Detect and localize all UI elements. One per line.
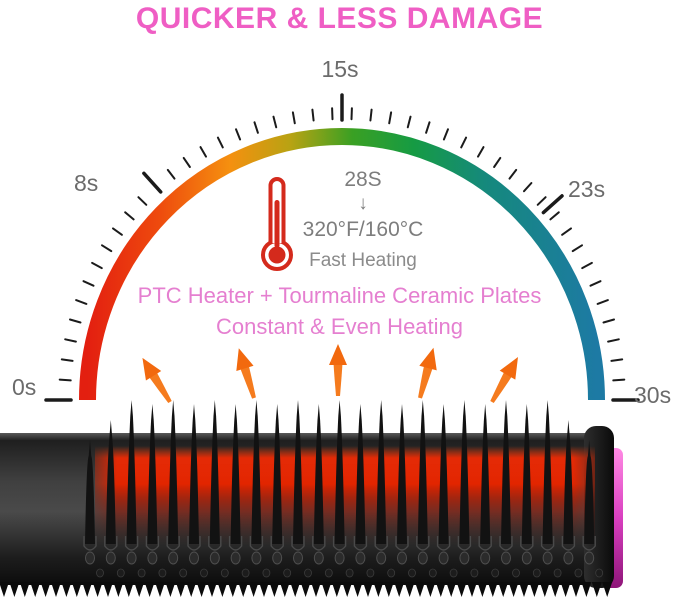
- gauge-label-8s: 8s: [74, 170, 99, 196]
- gauge-label-15s: 15s: [321, 56, 359, 82]
- heat-flow-arrows-icon: [142, 344, 518, 404]
- thermometer-icon: [261, 177, 293, 271]
- heating-annotation: 28S ↓ 320°F/160°C Fast Heating: [283, 168, 443, 272]
- gauge-arc: [79, 128, 605, 401]
- brush-texture: [0, 536, 613, 597]
- gauge-label-23s: 23s: [568, 176, 606, 202]
- timer-gauge: [44, 93, 640, 402]
- feature-text: PTC Heater + Tourmaline Ceramic Plates C…: [0, 283, 679, 340]
- down-arrow-glyph: ↓: [358, 193, 368, 214]
- brush-bristles: [85, 400, 595, 544]
- page-title: QUICKER & LESS DAMAGE: [135, 2, 544, 35]
- feature-line-1: PTC Heater + Tourmaline Ceramic Plates: [137, 283, 542, 308]
- feature-line-2: Constant & Even Heating: [215, 314, 464, 339]
- heat-temperature: 320°F/160°C: [302, 218, 424, 241]
- gauge-label-0s: 0s: [12, 374, 37, 400]
- heat-time: 28S: [344, 168, 382, 191]
- heating-glow: [95, 446, 595, 546]
- gauge-ticks: [44, 93, 640, 402]
- straightening-brush-illustration: [0, 400, 623, 597]
- heat-caption: Fast Heating: [309, 250, 417, 271]
- gauge-label-30s: 30s: [634, 382, 672, 408]
